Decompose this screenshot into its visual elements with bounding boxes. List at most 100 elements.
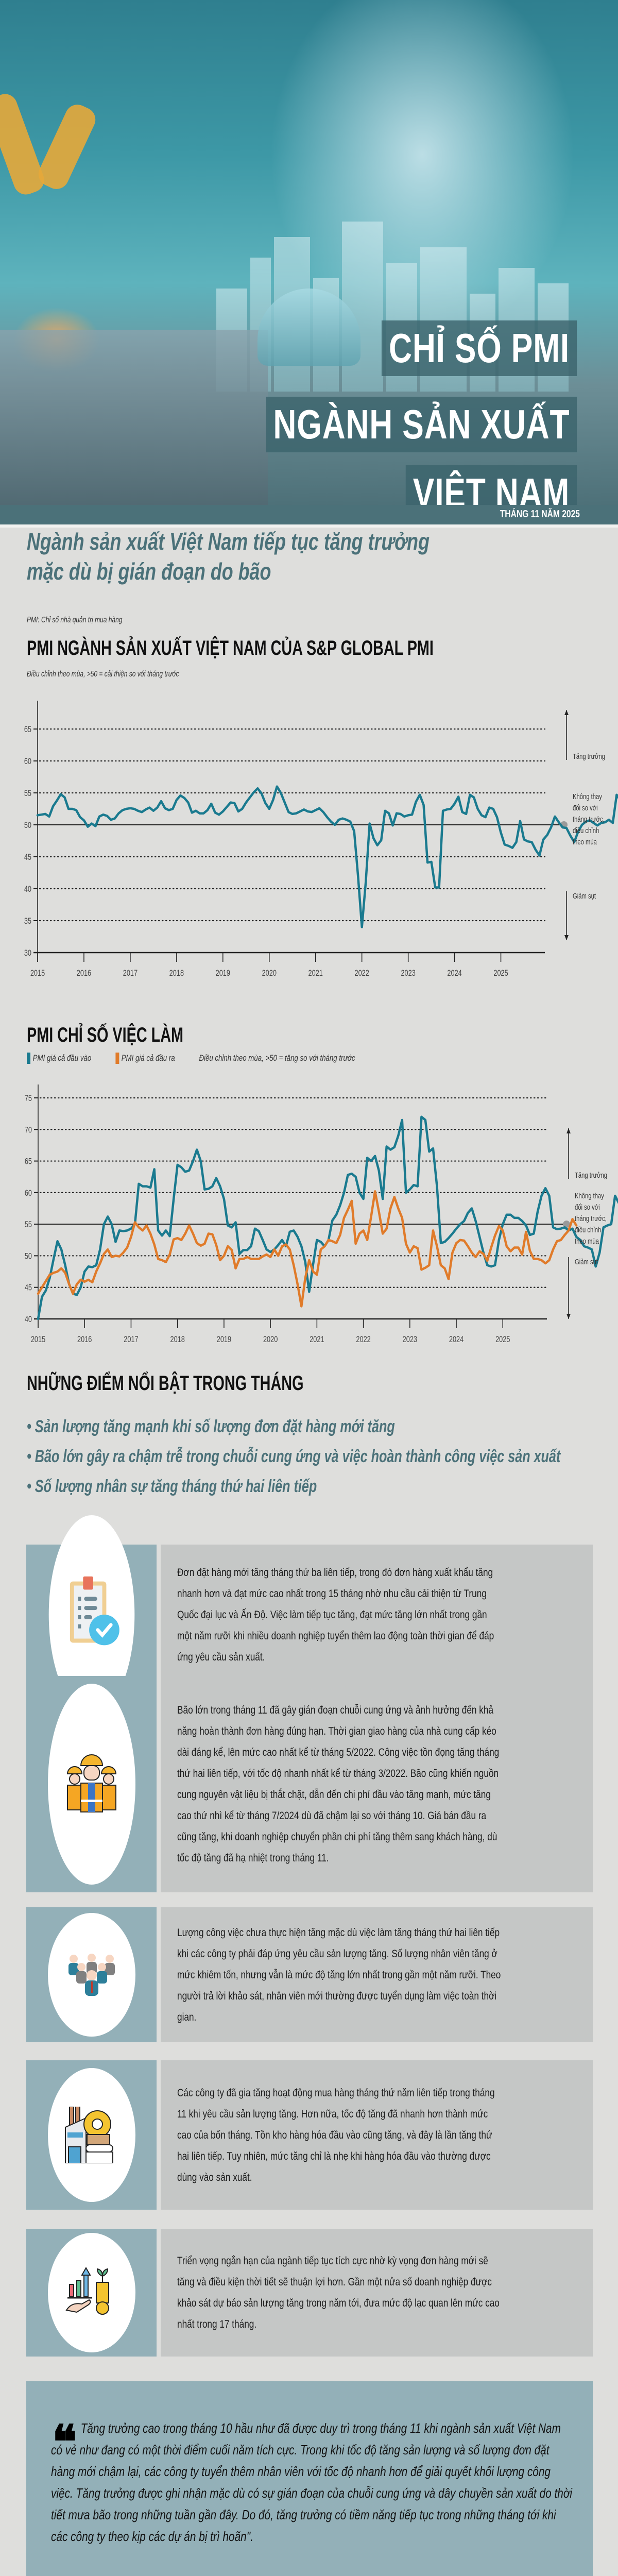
chart2-title: PMI CHỈ SỐ VIỆC LÀM xyxy=(27,1024,184,1046)
y-tick-label: 50 xyxy=(24,820,31,830)
card-icon-column xyxy=(26,2060,157,2210)
page-subtitle: Ngành sản xuất Việt Nam tiếp tục tăng tr… xyxy=(27,528,430,585)
x-tick-label: 2025 xyxy=(495,1334,510,1344)
hero-title-line-1: CHỈ SỐ PMI xyxy=(381,320,577,376)
divider xyxy=(0,524,618,528)
card-text-column: Lượng công việc chưa thực hiện tăng mặc … xyxy=(161,1907,593,2042)
legend-item-output: PMI giá cả đầu ra xyxy=(115,1053,175,1064)
x-tick-label: 2022 xyxy=(355,968,369,978)
card-text: Bão lớn trong tháng 11 đã gây gián đoạn … xyxy=(177,1704,500,1864)
neutral-label-line: điều chỉnh xyxy=(575,1226,601,1234)
chart2-subtitle: Điều chỉnh theo mùa, >50 = tăng so với t… xyxy=(199,1053,355,1063)
y-tick-label: 60 xyxy=(24,756,31,766)
engine-machine-graphic xyxy=(0,330,268,515)
legend-label-input: PMI giá cả đầu vào xyxy=(32,1053,92,1063)
employment-pmi-line-chart: 40 45 50 55 60 65 70 75 2015 2016 2017 2018 2019 2020… xyxy=(25,1084,618,1345)
neutral-label-line: tháng trước, xyxy=(575,1214,607,1223)
legend-swatch-output xyxy=(115,1053,119,1064)
clipboard-check-icon xyxy=(70,1576,119,1646)
info-card: Các công ty đã gia tăng hoạt động mua hà… xyxy=(26,2060,593,2210)
icon-oval xyxy=(47,2068,135,2202)
legend-item-input: PMI giá cả đầu vào xyxy=(27,1053,91,1064)
x-tick-label: 2020 xyxy=(263,1334,278,1344)
y-tick-label: 65 xyxy=(24,724,31,734)
pmi-definition-note: PMI: Chỉ số nhà quản trị mua hàng xyxy=(27,616,123,624)
neutral-label-line: đổi so với xyxy=(573,803,598,812)
neutral-label-line: theo mùa xyxy=(573,837,597,846)
report-date: THÁNG 11 NĂM 2025 xyxy=(500,509,580,520)
y-tick-label: 35 xyxy=(24,916,31,926)
quote-text: Tăng trưởng cao trong tháng 10 hầu như đ… xyxy=(51,2420,573,2544)
y-tick-label: 45 xyxy=(25,1283,32,1293)
x-tick-label: 2015 xyxy=(30,968,45,978)
quote-box: ❝ Tăng trưởng cao trong tháng 10 hầu như… xyxy=(26,2381,593,2576)
card-icon-column xyxy=(26,2229,157,2357)
neutral-label-line: điều chỉnh xyxy=(573,826,599,835)
workers-icon xyxy=(66,1754,116,1812)
legend-label-output: PMI giá cả đầu ra xyxy=(121,1053,175,1063)
card-text: Các công ty đã gia tăng hoạt động mua hà… xyxy=(177,2087,495,2183)
card-text-column: Đơn đặt hàng mới tăng tháng thứ ba liên … xyxy=(161,1545,593,1685)
neutral-label-line: Không thay xyxy=(575,1192,604,1200)
x-tick-label: 2023 xyxy=(401,968,415,978)
x-tick-label: 2019 xyxy=(217,1334,231,1344)
growth-label: Tăng trưởng xyxy=(573,752,605,760)
highlights-list: Sản lượng tăng mạnh khi số lượng đơn đặt… xyxy=(27,1412,618,1501)
card-text: Đơn đặt hàng mới tăng tháng thứ ba liên … xyxy=(177,1566,494,1663)
x-tick-label: 2022 xyxy=(356,1334,370,1344)
highlights-title: NHỮNG ĐIỂM NỔI BẬT TRONG THÁNG xyxy=(27,1372,304,1395)
info-card: Lượng công việc chưa thực hiện tăng mặc … xyxy=(26,1907,593,2042)
hero-banner: CHỈ SỐ PMI NGÀNH SẢN XUẤT VIỆT NAM xyxy=(0,0,618,515)
icon-oval xyxy=(47,1684,135,1885)
info-card: Triển vọng ngắn hạn của ngành tiếp tục t… xyxy=(26,2229,593,2357)
chart1-subtitle: Điều chỉnh theo mùa, >50 = cải thiện so … xyxy=(27,670,179,679)
arrow-down-icon xyxy=(566,1314,571,1319)
y-tick-label: 60 xyxy=(25,1188,32,1198)
x-tick-label: 2018 xyxy=(170,1334,185,1344)
series-line-1 xyxy=(37,1115,618,1320)
hero-title-line-2: NGÀNH SẢN XUẤT xyxy=(265,397,577,452)
y-tick-label: 55 xyxy=(25,1219,32,1229)
x-tick-label: 2024 xyxy=(447,968,461,978)
card-text-column: Bão lớn trong tháng 11 đã gây gián đoạn … xyxy=(161,1676,593,1892)
team-icon xyxy=(68,1954,115,1996)
card-icon-column xyxy=(26,1676,157,1892)
arrow-up-icon xyxy=(566,1128,571,1133)
pmi-line-chart: 30 35 40 45 50 55 60 65 2015 2016 2017 2018 2019 2020… xyxy=(24,701,618,978)
card-icon-column xyxy=(26,1515,157,1715)
arrow-down-icon xyxy=(564,935,569,940)
y-tick-label: 55 xyxy=(24,788,31,798)
series-line-2 xyxy=(37,1190,578,1308)
highlight-item: Sản lượng tăng mạnh khi số lượng đơn đặt… xyxy=(27,1412,560,1442)
neutral-label-line: Không thay xyxy=(573,792,602,801)
highlight-item: Số lượng nhân sự tăng tháng thứ hai liên… xyxy=(27,1471,560,1501)
icon-oval xyxy=(47,1913,135,2037)
chart1-title: PMI NGÀNH SẢN XUẤT VIỆT NAM CỦA S&P GLOB… xyxy=(27,637,434,659)
highlight-item: Bão lớn gây ra chậm trễ trong chuỗi cung… xyxy=(27,1442,560,1471)
card-text: Lượng công việc chưa thực hiện tăng mặc … xyxy=(177,1926,501,2023)
card-text-column: Triển vọng ngắn hạn của ngành tiếp tục t… xyxy=(161,2229,593,2357)
hard-hat-graphic xyxy=(258,289,360,366)
x-tick-label: 2016 xyxy=(77,968,91,978)
x-tick-label: 2018 xyxy=(169,968,184,978)
x-tick-label: 2019 xyxy=(216,968,230,978)
info-card: Bão lớn trong tháng 11 đã gây gián đoạn … xyxy=(26,1676,593,1892)
arrow-up-icon xyxy=(564,710,569,715)
info-card: Đơn đặt hàng mới tăng tháng thứ ba liên … xyxy=(26,1515,593,1715)
card-icon-column xyxy=(26,1907,157,2042)
decline-label: Giảm sụt xyxy=(573,891,596,900)
x-tick-label: 2017 xyxy=(123,968,138,978)
y-tick-label: 70 xyxy=(25,1125,32,1135)
y-tick-label: 30 xyxy=(24,948,31,958)
x-tick-label: 2021 xyxy=(308,968,323,978)
y-tick-label: 50 xyxy=(25,1251,32,1261)
date-bar: THÁNG 11 NĂM 2025 xyxy=(0,505,618,524)
robot-arm-graphic xyxy=(0,90,48,198)
card-text: Triển vọng ngắn hạn của ngành tiếp tục t… xyxy=(177,2255,500,2330)
y-tick-label: 40 xyxy=(24,884,31,894)
decline-label: Giảm sụt xyxy=(575,1257,598,1266)
neutral-label-line: theo mùa xyxy=(575,1237,599,1246)
x-tick-label: 2017 xyxy=(124,1334,138,1344)
legend-swatch-input xyxy=(27,1053,31,1064)
y-tick-label: 65 xyxy=(25,1157,32,1166)
